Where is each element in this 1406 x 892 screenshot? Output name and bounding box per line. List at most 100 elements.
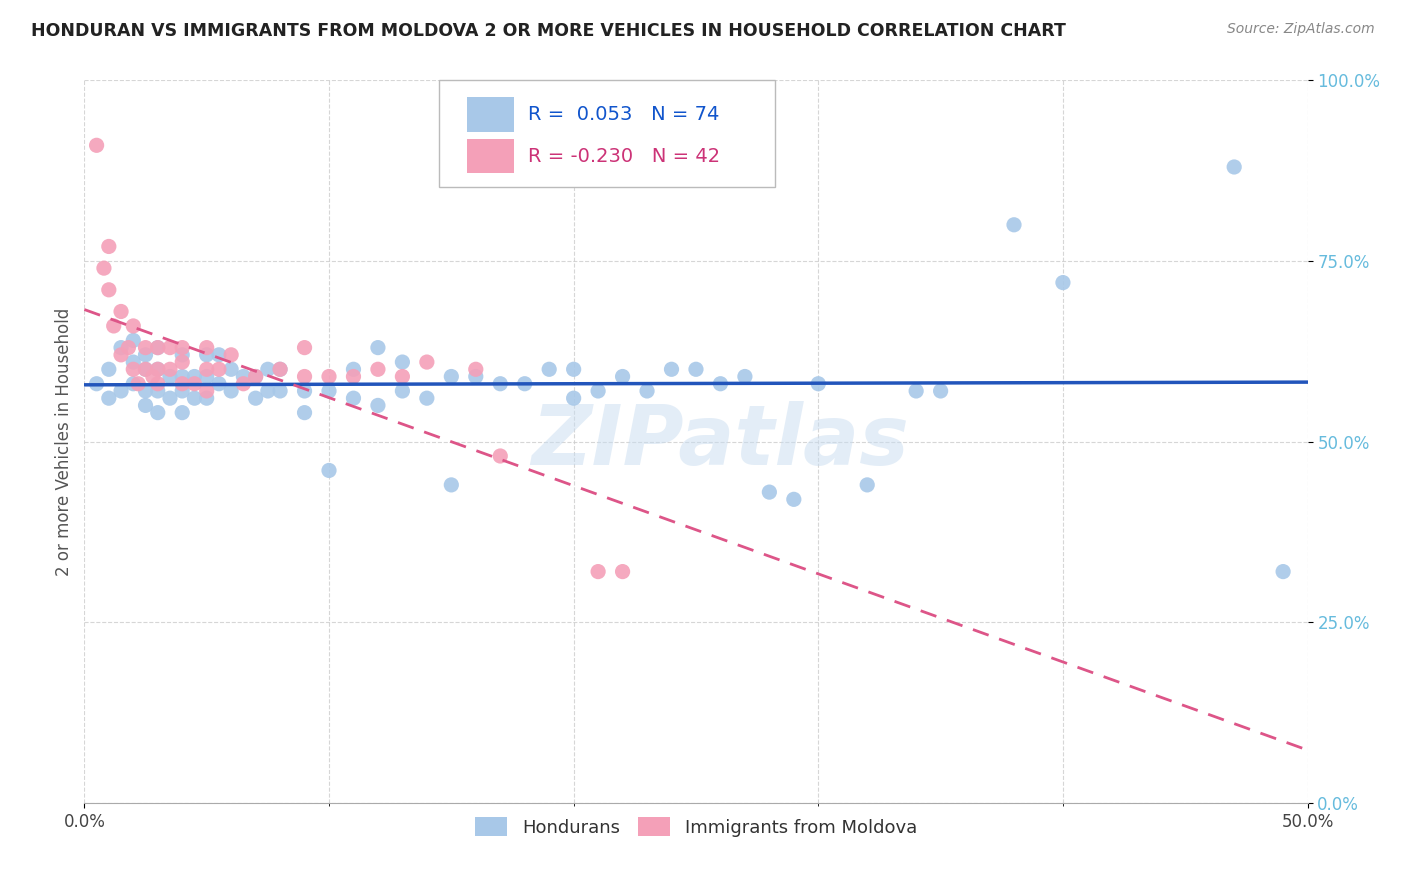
Point [342,362,364,376]
Point [110,341,132,355]
Point [269,362,291,376]
Point [127,376,149,391]
Point [464,369,486,384]
Point [612,369,634,384]
Point [172,406,194,420]
Point [391,355,413,369]
Point [685,362,707,376]
Point [1223,160,1246,174]
Point [219,384,242,398]
Point [146,406,169,420]
Point [122,376,145,391]
Point [294,369,316,384]
Point [146,376,169,391]
Point [122,355,145,369]
Point [1002,218,1025,232]
Point [489,449,512,463]
Point [135,384,157,398]
Point [146,362,169,376]
Point [195,391,218,405]
Point [513,376,536,391]
Point [208,362,231,376]
Point [195,362,218,376]
Point [294,384,316,398]
Point [97,239,120,253]
Point [159,391,181,405]
Point [135,341,157,355]
Text: HONDURAN VS IMMIGRANTS FROM MOLDOVA 2 OR MORE VEHICLES IN HOUSEHOLD CORRELATION : HONDURAN VS IMMIGRANTS FROM MOLDOVA 2 OR… [31,22,1066,40]
Point [783,492,806,507]
Point [183,369,205,384]
Point [929,384,952,398]
Point [342,369,364,384]
FancyBboxPatch shape [467,97,513,132]
Point [97,283,120,297]
Point [367,362,389,376]
Point [135,362,157,376]
Point [586,384,609,398]
Point [172,369,194,384]
FancyBboxPatch shape [439,80,776,187]
Point [1052,276,1074,290]
Point [208,348,231,362]
Point [110,348,132,362]
Point [318,369,340,384]
Point [1272,565,1295,579]
Point [257,362,280,376]
Point [416,391,439,405]
Point [110,304,132,318]
Point [159,369,181,384]
Point [122,334,145,348]
Point [562,391,585,405]
Point [195,348,218,362]
Y-axis label: 2 or more Vehicles in Household: 2 or more Vehicles in Household [55,308,73,575]
Point [219,348,242,362]
Point [103,318,125,333]
Point [195,369,218,384]
Point [245,369,267,384]
Point [416,355,439,369]
Point [142,369,165,384]
Point [232,376,254,391]
Point [195,341,218,355]
Point [122,362,145,376]
Point [232,369,254,384]
Point [464,362,486,376]
Point [709,376,731,391]
Point [367,398,389,412]
Point [856,478,879,492]
Point [172,341,194,355]
Point [391,384,413,398]
Point [93,261,115,276]
Point [807,376,830,391]
Text: R = -0.230   N = 42: R = -0.230 N = 42 [529,146,720,166]
Text: Source: ZipAtlas.com: Source: ZipAtlas.com [1227,22,1375,37]
Point [135,348,157,362]
Text: ZIPatlas: ZIPatlas [531,401,910,482]
Point [905,384,928,398]
Point [159,362,181,376]
Point [245,391,267,405]
Point [562,362,585,376]
Text: R =  0.053   N = 74: R = 0.053 N = 74 [529,104,720,124]
Point [146,341,169,355]
Point [146,384,169,398]
Point [172,355,194,369]
Point [208,376,231,391]
Point [135,398,157,412]
Point [159,341,181,355]
Point [440,478,463,492]
Point [172,384,194,398]
Point [245,369,267,384]
Point [538,362,561,376]
Point [734,369,756,384]
Point [367,341,389,355]
Point [661,362,683,376]
Point [318,463,340,477]
Point [146,362,169,376]
Point [440,369,463,384]
Point [110,384,132,398]
FancyBboxPatch shape [467,139,513,173]
Point [183,376,205,391]
Point [586,565,609,579]
